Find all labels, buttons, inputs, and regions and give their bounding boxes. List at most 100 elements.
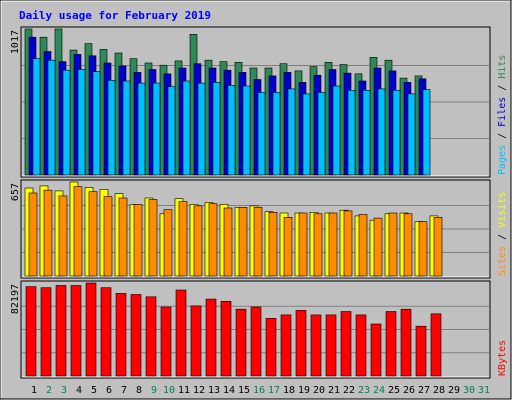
bar-sites-day-27 <box>418 221 428 277</box>
day-label: 20 <box>313 385 325 396</box>
bar-kbytes-day-19 <box>295 310 307 377</box>
day-label: 15 <box>238 385 250 396</box>
bar-kbytes-day-27 <box>415 325 427 377</box>
bar-kbytes-day-15 <box>235 308 247 377</box>
legend-kbytes: KBytes <box>497 340 508 376</box>
bar-kbytes-day-12 <box>190 305 202 377</box>
bar-pages-day-8 <box>137 82 146 176</box>
bar-pages-day-7 <box>122 80 131 176</box>
bar-pages-day-5 <box>92 71 101 176</box>
day-label: 25 <box>388 385 400 396</box>
bar-kbytes-day-23 <box>355 314 367 377</box>
legend-separator: / <box>497 228 508 246</box>
day-label: 2 <box>46 385 52 396</box>
side-legend: KBytes <box>497 340 508 376</box>
bar-sites-day-11 <box>178 201 188 277</box>
bar-sites-day-28 <box>433 217 443 277</box>
panel-hits_files_pages: 1017 Pages / Files / Hits <box>10 26 508 178</box>
bar-sites-day-4 <box>73 186 83 277</box>
day-label: 24 <box>373 385 385 396</box>
bar-pages-day-16 <box>257 92 266 176</box>
bar-kbytes-day-10 <box>160 306 172 377</box>
day-label: 28 <box>433 385 445 396</box>
day-label: 8 <box>136 385 142 396</box>
bar-sites-day-8 <box>133 204 143 277</box>
bar-pages-day-17 <box>272 92 281 176</box>
day-label: 27 <box>418 385 430 396</box>
bar-kbytes-day-1 <box>25 286 37 377</box>
bar-kbytes-day-3 <box>55 285 67 377</box>
bar-sites-day-1 <box>28 192 38 277</box>
bar-pages-day-25 <box>392 90 401 176</box>
day-label: 9 <box>151 385 157 396</box>
bar-sites-day-16 <box>253 207 263 277</box>
y-max-label: 82197 <box>10 284 21 314</box>
bar-pages-day-13 <box>212 82 221 176</box>
bar-sites-day-19 <box>298 212 308 277</box>
day-label: 30 <box>463 385 475 396</box>
bar-kbytes-day-6 <box>100 287 112 377</box>
day-label: 4 <box>76 385 82 396</box>
bar-pages-day-27 <box>422 89 431 176</box>
day-label: 10 <box>163 385 175 396</box>
day-label: 21 <box>328 385 340 396</box>
bar-pages-day-14 <box>227 85 236 176</box>
bar-kbytes-day-20 <box>310 314 322 377</box>
day-label: 26 <box>403 385 415 396</box>
day-label: 5 <box>91 385 97 396</box>
bar-kbytes-day-7 <box>115 293 127 377</box>
bar-pages-day-19 <box>302 93 311 176</box>
day-label: 19 <box>298 385 310 396</box>
bar-kbytes-day-17 <box>265 317 277 377</box>
bar-pages-day-6 <box>107 80 116 176</box>
day-label: 7 <box>121 385 127 396</box>
bar-pages-day-20 <box>317 92 326 176</box>
bar-pages-day-12 <box>197 82 206 176</box>
bar-sites-day-15 <box>238 207 248 277</box>
bar-sites-day-5 <box>88 191 98 277</box>
bar-kbytes-day-21 <box>325 314 337 377</box>
day-label: 29 <box>448 385 460 396</box>
day-label: 18 <box>283 385 295 396</box>
series-sites <box>28 186 443 277</box>
bar-kbytes-day-22 <box>340 311 352 377</box>
legend-separator: / <box>497 127 508 145</box>
day-label: 31 <box>478 385 490 396</box>
legend-pages: Pages <box>497 145 508 175</box>
bar-kbytes-day-11 <box>175 289 187 377</box>
series-pages <box>32 58 431 176</box>
day-label: 14 <box>223 385 235 396</box>
bar-kbytes-day-16 <box>250 306 262 377</box>
day-label: 12 <box>193 385 205 396</box>
bar-sites-day-22 <box>343 210 353 277</box>
day-label: 6 <box>106 385 112 396</box>
bar-sites-day-7 <box>118 197 128 277</box>
bar-pages-day-24 <box>377 88 386 176</box>
bar-sites-day-23 <box>358 214 368 277</box>
bar-sites-day-18 <box>283 217 293 277</box>
day-label: 1 <box>31 385 37 396</box>
day-label: 22 <box>343 385 355 396</box>
bar-pages-day-4 <box>77 69 86 176</box>
bar-sites-day-26 <box>403 213 413 277</box>
bar-pages-day-1 <box>32 58 41 176</box>
legend-files: Files <box>497 97 508 127</box>
bar-kbytes-day-8 <box>130 294 142 377</box>
bar-kbytes-day-2 <box>40 287 52 377</box>
bar-sites-day-24 <box>373 217 383 277</box>
bar-sites-day-9 <box>148 199 158 277</box>
bar-pages-day-21 <box>332 85 341 176</box>
day-label: 13 <box>208 385 220 396</box>
bar-pages-day-2 <box>47 59 56 176</box>
y-max-label: 1017 <box>10 30 21 54</box>
bar-sites-day-14 <box>223 207 233 277</box>
bar-pages-day-15 <box>242 85 251 176</box>
side-legend: Sites / Visits <box>497 192 508 276</box>
bar-sites-day-17 <box>268 212 278 277</box>
series-kbytes <box>25 282 442 377</box>
panel-kbytes: 82197 KBytes <box>10 280 508 379</box>
bar-kbytes-day-18 <box>280 314 292 377</box>
bar-kbytes-day-13 <box>205 298 217 377</box>
bar-sites-day-21 <box>328 212 338 277</box>
